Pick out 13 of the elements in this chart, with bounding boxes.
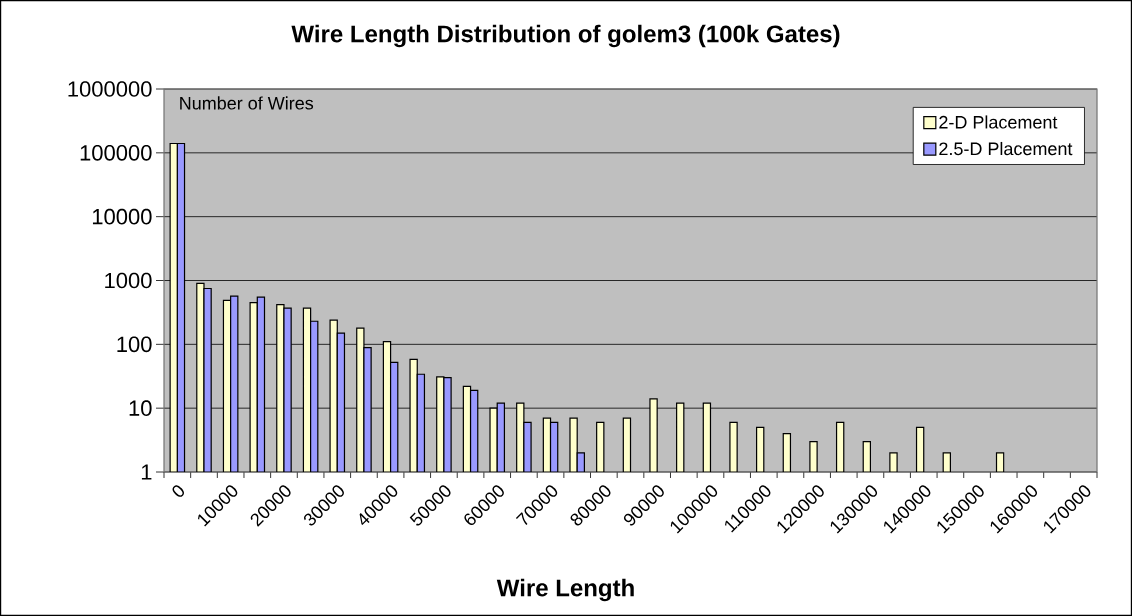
y-tick-label: 10000 bbox=[92, 208, 152, 225]
y-tick-label: 1000000 bbox=[68, 81, 152, 97]
y-tick-label: 1 bbox=[141, 464, 152, 480]
y-axis-title: Number of Wires bbox=[180, 96, 314, 110]
y-tick-label: 10 bbox=[129, 400, 152, 416]
legend-label: 2.5-D Placement bbox=[939, 141, 1073, 156]
x-axis-title: Wire Length bbox=[496, 578, 634, 602]
y-tick-label: 1000 bbox=[105, 272, 152, 289]
legend-label: 2-D Placement bbox=[939, 115, 1058, 129]
chart-title: Wire Length Distribution of golem3 (100k Gates) bbox=[291, 24, 840, 48]
y-tick-label: 100000 bbox=[80, 145, 152, 161]
y-tick-label: 100 bbox=[117, 336, 152, 353]
x-tick-label: 0 bbox=[172, 485, 184, 497]
